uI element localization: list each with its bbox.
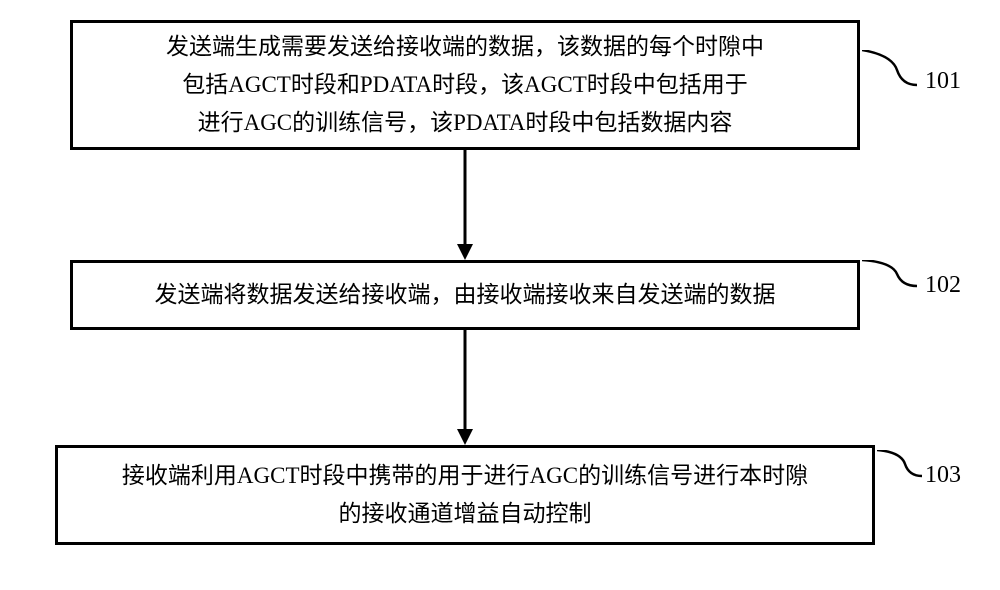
arrow-1-2 xyxy=(455,150,475,262)
ref-label-103: 103 xyxy=(925,462,961,489)
flow-step-1-text: 发送端生成需要发送给接收端的数据，该数据的每个时隙中 包括AGCT时段和PDAT… xyxy=(166,28,764,142)
flow-step-3: 接收端利用AGCT时段中携带的用于进行AGC的训练信号进行本时隙 的接收通道增益… xyxy=(55,445,875,545)
flowchart-canvas: 发送端生成需要发送给接收端的数据，该数据的每个时隙中 包括AGCT时段和PDAT… xyxy=(0,0,1000,590)
brace-3 xyxy=(877,450,922,490)
ref-label-101: 101 xyxy=(925,68,961,95)
brace-2 xyxy=(862,260,917,300)
flow-step-1: 发送端生成需要发送给接收端的数据，该数据的每个时隙中 包括AGCT时段和PDAT… xyxy=(70,20,860,150)
flow-step-3-text: 接收端利用AGCT时段中携带的用于进行AGC的训练信号进行本时隙 的接收通道增益… xyxy=(122,457,808,533)
arrow-2-3 xyxy=(455,330,475,447)
flow-step-2: 发送端将数据发送给接收端，由接收端接收来自发送端的数据 xyxy=(70,260,860,330)
ref-label-102: 102 xyxy=(925,272,961,299)
flow-step-2-text: 发送端将数据发送给接收端，由接收端接收来自发送端的数据 xyxy=(155,276,776,314)
brace-1 xyxy=(862,50,917,100)
